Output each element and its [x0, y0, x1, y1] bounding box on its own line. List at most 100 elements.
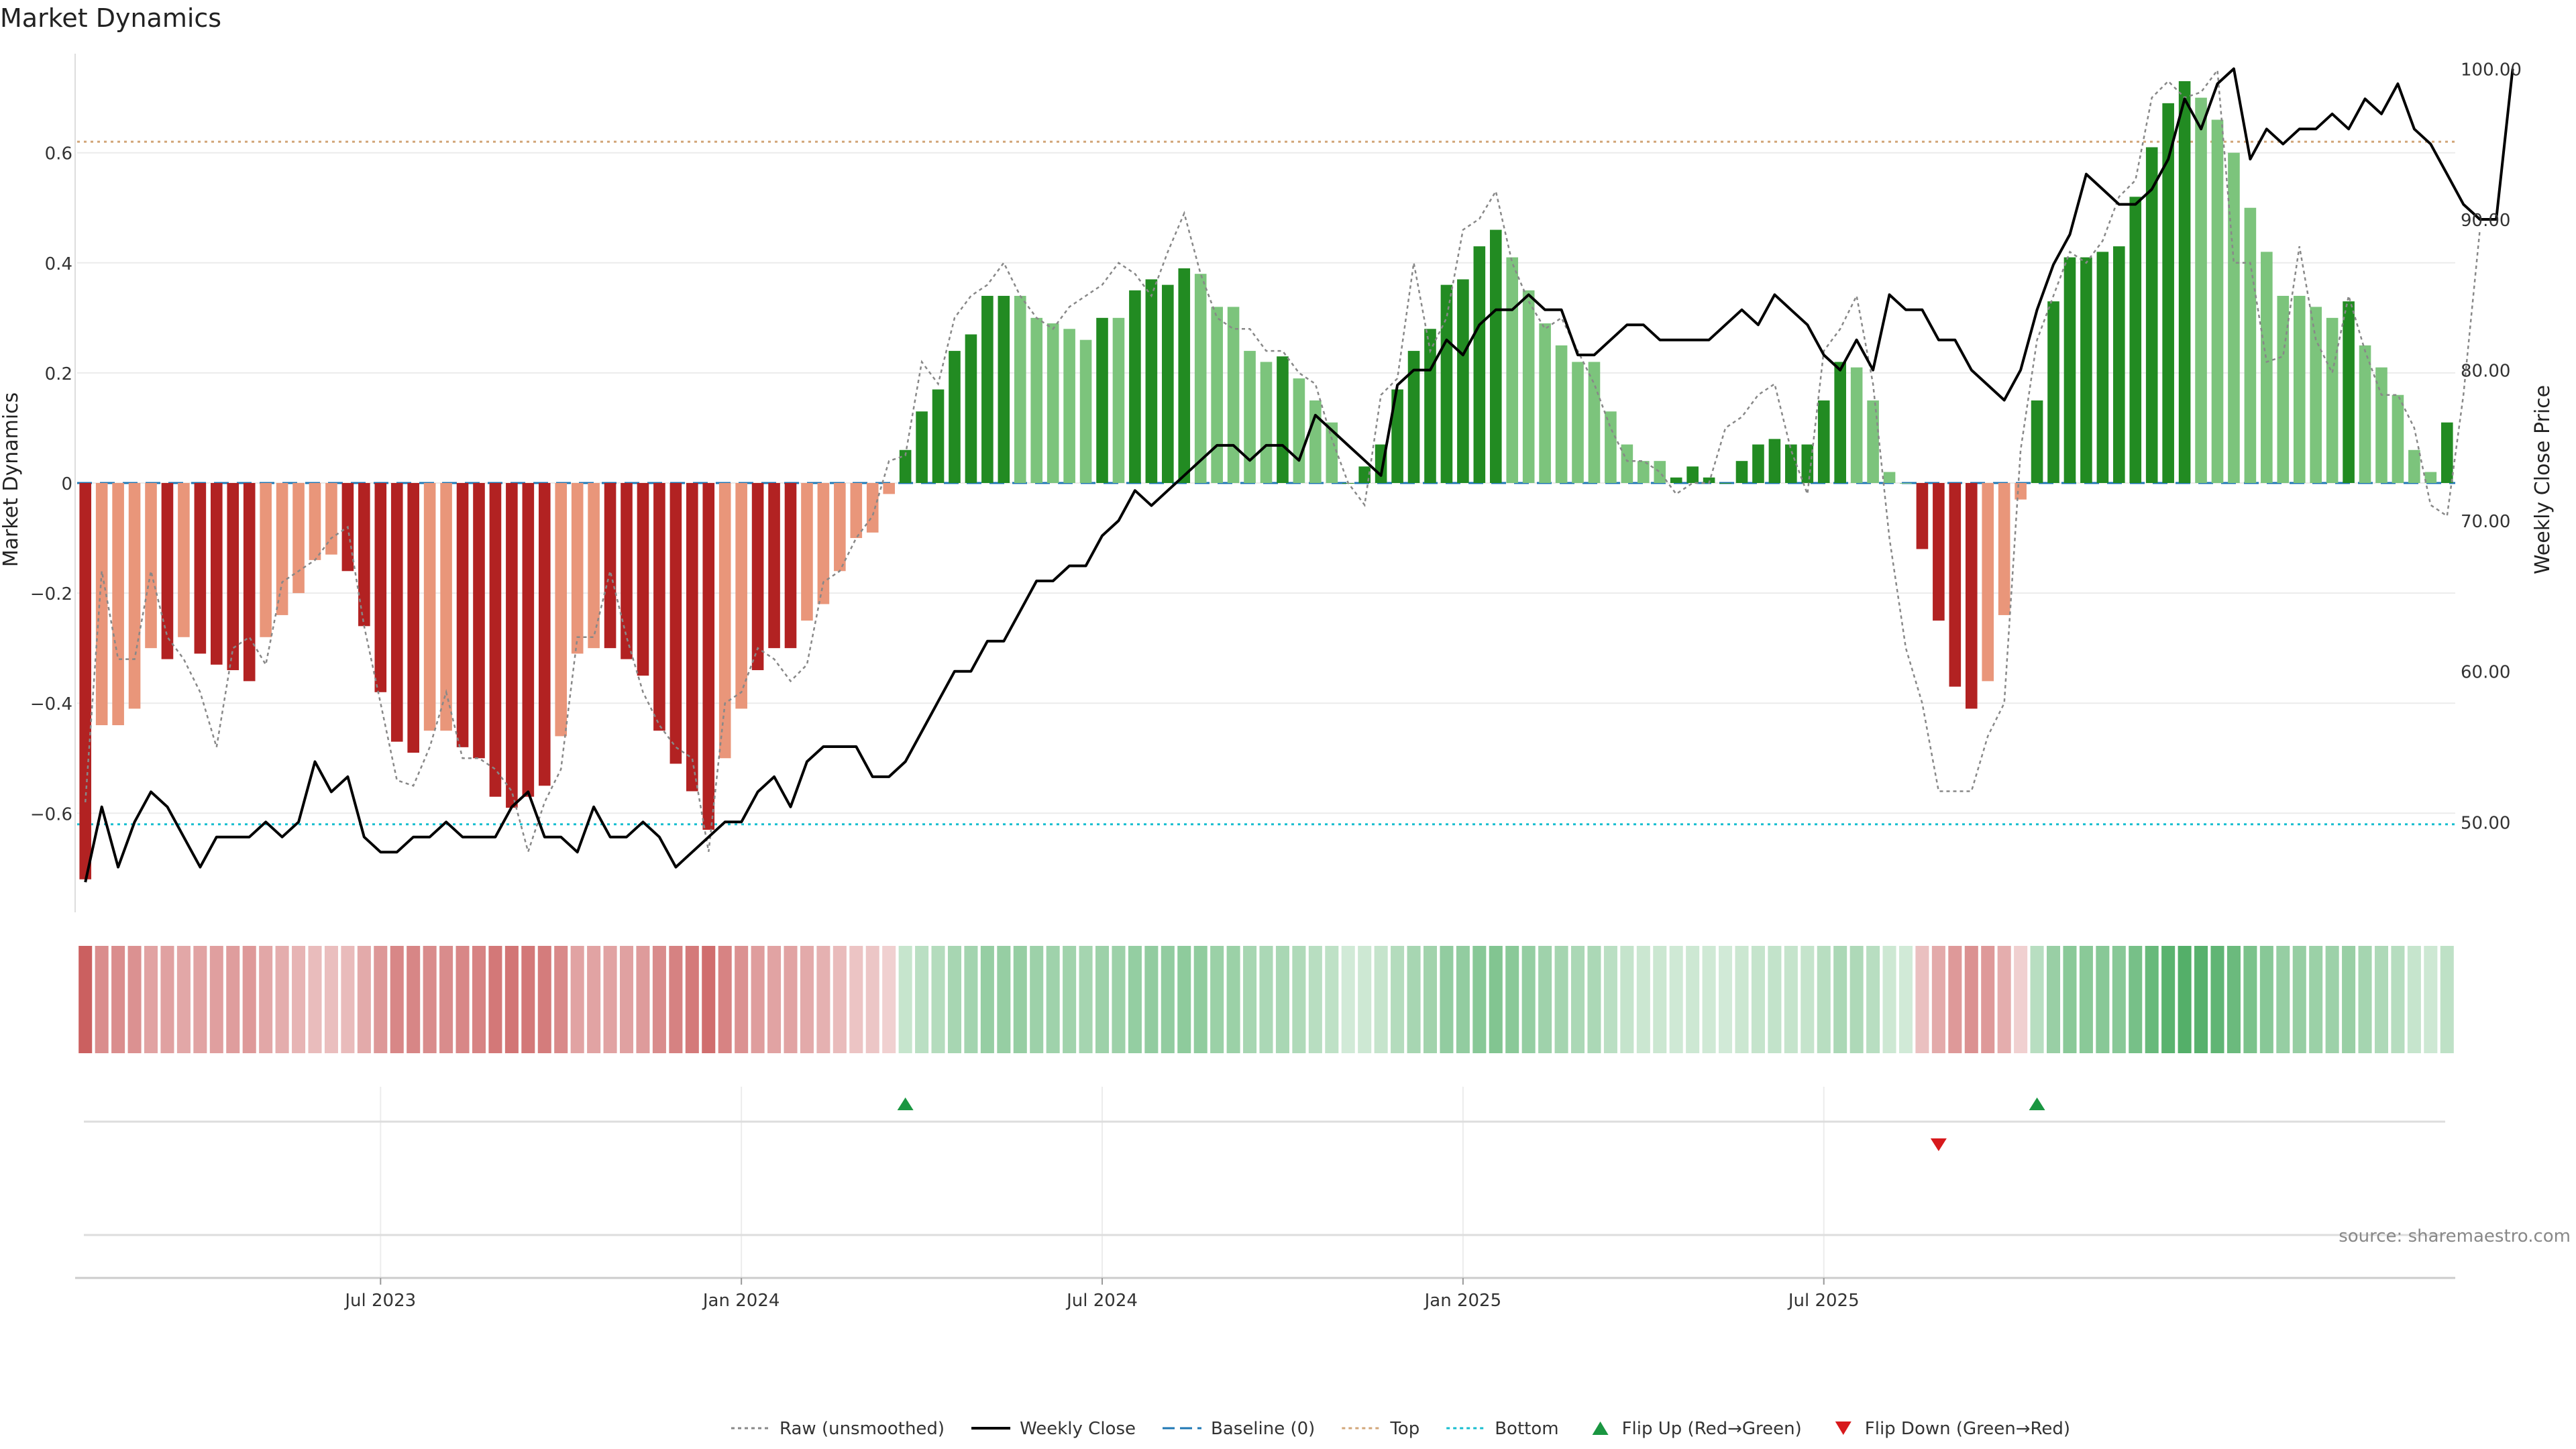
heatmap-cell-81 — [1407, 946, 1421, 1053]
heatmap-cell-14 — [308, 946, 322, 1053]
heatmap-cell-26 — [504, 946, 519, 1053]
x-tick-label-0: Jul 2023 — [343, 1291, 416, 1311]
legend-item-baseline: Baseline (0) — [1163, 1419, 1315, 1439]
left-axis-label: Market Dynamics — [0, 392, 23, 568]
heatmap-cell-128 — [2178, 946, 2192, 1053]
legend-label-baseline: Baseline (0) — [1211, 1419, 1315, 1439]
right-tick-label-5: 50.00 — [2461, 813, 2510, 833]
heatmap-cell-132 — [2243, 946, 2257, 1053]
left-tick-label-0: 0.6 — [45, 144, 72, 164]
x-tick-label-2: Jul 2024 — [1065, 1291, 1138, 1311]
legend-label-top: Top — [1389, 1419, 1419, 1439]
bar-123 — [2096, 252, 2109, 483]
bar-26 — [506, 483, 518, 808]
left-tick-label-1: 0.4 — [45, 254, 72, 274]
bar-117 — [1998, 483, 2010, 615]
heatmap-cell-54 — [964, 946, 978, 1053]
bar-136 — [2310, 307, 2322, 483]
heatmap-cell-92 — [1587, 946, 1601, 1053]
heatmap-cell-101 — [1735, 946, 1749, 1053]
bar-15 — [325, 483, 337, 555]
legend-item-flip_up: Flip Up (Red→Green) — [1592, 1419, 1802, 1439]
bar-122 — [2080, 257, 2092, 483]
bar-23 — [456, 483, 469, 747]
bar-12 — [276, 483, 288, 615]
bar-100 — [1719, 483, 1731, 484]
bar-3 — [128, 483, 141, 709]
heatmap-cell-131 — [2226, 946, 2241, 1053]
bar-55 — [981, 296, 994, 483]
heatmap-cell-142 — [2407, 946, 2421, 1053]
heatmap-cell-126 — [2145, 946, 2159, 1053]
bar-129 — [2195, 97, 2207, 484]
heatmap-cell-9 — [226, 946, 240, 1053]
heatmap-cell-112 — [1915, 946, 1929, 1053]
heatmap-cell-109 — [1866, 946, 1880, 1053]
bar-142 — [2408, 449, 2420, 483]
heatmap-cell-91 — [1570, 946, 1585, 1053]
bar-37 — [686, 483, 698, 792]
bar-109 — [1867, 400, 1879, 483]
heatmap-cell-13 — [292, 946, 306, 1053]
heatmap-cell-57 — [1013, 946, 1027, 1053]
bar-5 — [161, 483, 174, 659]
heatmap-cell-32 — [603, 946, 617, 1053]
heatmap-cell-46 — [833, 946, 847, 1053]
bar-18 — [374, 483, 387, 692]
bar-70 — [1227, 307, 1240, 483]
heatmap-cell-30 — [570, 946, 584, 1053]
bar-42 — [768, 483, 780, 649]
right-axis-label: Weekly Close Price — [2531, 385, 2555, 574]
bar-4 — [145, 483, 157, 649]
heatmap-cell-70 — [1226, 946, 1240, 1053]
heatmap-cell-93 — [1603, 946, 1617, 1053]
bar-22 — [440, 483, 452, 731]
left-tick-label-3: 0 — [61, 474, 72, 494]
right-tick-label-1: 90.00 — [2461, 211, 2510, 231]
bar-31 — [588, 483, 600, 649]
heatmap-cell-28 — [537, 946, 551, 1053]
heatmap-cell-23 — [455, 946, 470, 1053]
heatmap-cell-36 — [669, 946, 683, 1053]
heatmap-cell-59 — [1046, 946, 1060, 1053]
bar-46 — [834, 483, 846, 572]
heatmap-cell-82 — [1423, 946, 1438, 1053]
heatmap-cell-99 — [1702, 946, 1716, 1053]
bar-6 — [178, 483, 190, 637]
bar-48 — [866, 483, 879, 533]
heatmap-cell-130 — [2210, 946, 2224, 1053]
bar-57 — [1014, 296, 1026, 483]
heatmap-cell-110 — [1882, 946, 1896, 1053]
bar-93 — [1605, 411, 1617, 483]
heatmap-cell-120 — [2046, 946, 2061, 1053]
heatmap-cell-5 — [160, 946, 174, 1053]
bar-104 — [1785, 444, 1797, 483]
heatmap-cell-74 — [1292, 946, 1306, 1053]
heatmap-cell-88 — [1521, 946, 1536, 1053]
heatmap-cell-31 — [587, 946, 601, 1053]
heatmap-cell-139 — [2358, 946, 2372, 1053]
heatmap-cell-129 — [2194, 946, 2208, 1053]
heatmap-cell-17 — [357, 946, 371, 1053]
heatmap-cell-11 — [259, 946, 273, 1053]
bar-30 — [571, 483, 584, 654]
source-note: source: sharemaestro.com — [2339, 1226, 2571, 1246]
bar-119 — [2031, 400, 2043, 483]
heatmap-cell-65 — [1144, 946, 1159, 1053]
bar-35 — [653, 483, 665, 731]
bar-52 — [932, 389, 945, 483]
bar-17 — [358, 483, 370, 627]
bar-81 — [1407, 351, 1420, 483]
bar-2 — [112, 483, 124, 726]
heatmap-cell-143 — [2424, 946, 2438, 1053]
bar-60 — [1063, 329, 1075, 483]
heatmap-cell-103 — [1768, 946, 1782, 1053]
bar-54 — [965, 334, 977, 483]
heatmap-cell-97 — [1669, 946, 1683, 1053]
bar-73 — [1277, 356, 1289, 483]
bar-32 — [604, 483, 616, 649]
bar-137 — [2326, 317, 2339, 483]
legend-label-close: Weekly Close — [1020, 1419, 1136, 1439]
bar-28 — [538, 483, 551, 786]
